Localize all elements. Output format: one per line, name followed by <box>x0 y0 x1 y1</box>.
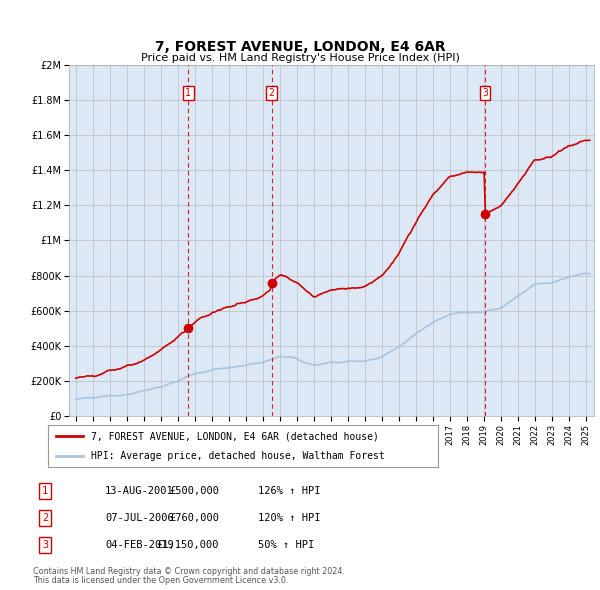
Text: HPI: Average price, detached house, Waltham Forest: HPI: Average price, detached house, Walt… <box>91 451 385 461</box>
Text: 3: 3 <box>42 540 48 550</box>
Text: 7, FOREST AVENUE, LONDON, E4 6AR (detached house): 7, FOREST AVENUE, LONDON, E4 6AR (detach… <box>91 431 379 441</box>
Text: 126% ↑ HPI: 126% ↑ HPI <box>258 486 320 496</box>
Text: 13-AUG-2001: 13-AUG-2001 <box>105 486 174 496</box>
Text: 1: 1 <box>185 88 191 98</box>
Text: This data is licensed under the Open Government Licence v3.0.: This data is licensed under the Open Gov… <box>33 576 289 585</box>
Text: £1,150,000: £1,150,000 <box>157 540 219 550</box>
Text: 1: 1 <box>42 486 48 496</box>
Text: 7, FOREST AVENUE, LONDON, E4 6AR: 7, FOREST AVENUE, LONDON, E4 6AR <box>155 40 445 54</box>
Text: 50% ↑ HPI: 50% ↑ HPI <box>258 540 314 550</box>
Text: Contains HM Land Registry data © Crown copyright and database right 2024.: Contains HM Land Registry data © Crown c… <box>33 566 345 576</box>
Text: Price paid vs. HM Land Registry's House Price Index (HPI): Price paid vs. HM Land Registry's House … <box>140 53 460 63</box>
Text: 2: 2 <box>42 513 48 523</box>
Text: 3: 3 <box>482 88 488 98</box>
Text: 04-FEB-2019: 04-FEB-2019 <box>105 540 174 550</box>
Text: 07-JUL-2006: 07-JUL-2006 <box>105 513 174 523</box>
Text: 2: 2 <box>269 88 274 98</box>
Text: 120% ↑ HPI: 120% ↑ HPI <box>258 513 320 523</box>
Text: £500,000: £500,000 <box>169 486 219 496</box>
Text: £760,000: £760,000 <box>169 513 219 523</box>
